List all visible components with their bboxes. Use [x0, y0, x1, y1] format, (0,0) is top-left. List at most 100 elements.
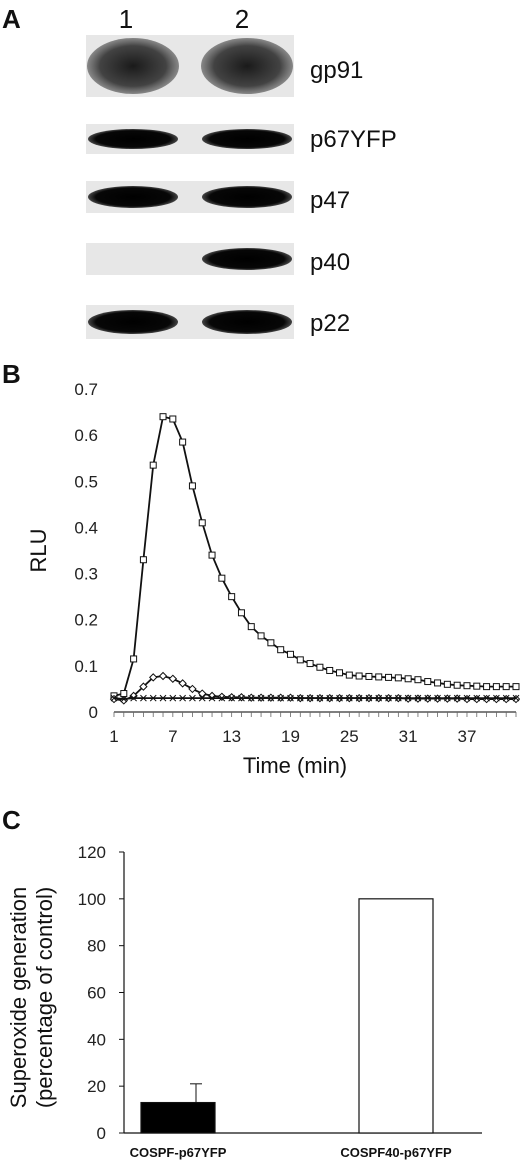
data-point [472, 694, 481, 704]
lane-label-1: 1 [119, 4, 133, 34]
data-point [502, 694, 510, 702]
data-point [424, 678, 432, 686]
data-point [267, 694, 275, 702]
y-tick-label: 20 [87, 1077, 106, 1096]
data-point [414, 676, 422, 684]
bar [358, 898, 434, 1134]
panel-b-letter: B [2, 359, 21, 389]
data-point [375, 673, 383, 681]
y-tick-label: 40 [87, 1030, 106, 1049]
data-point [158, 671, 168, 681]
data-point [188, 684, 197, 694]
data-point [139, 682, 148, 691]
y-tick-label: 100 [78, 890, 106, 909]
blot-label: p47 [310, 187, 350, 214]
data-point [316, 694, 324, 702]
y-axis-title-line2: (percentage of control) [32, 887, 57, 1108]
blot-rows: gp91 p67YFP p47 p40 p22 [86, 35, 397, 339]
blot-band [88, 186, 178, 208]
data-point [140, 694, 147, 702]
data-point [453, 694, 461, 702]
data-point [208, 551, 216, 559]
series-line [113, 697, 516, 700]
data-point [149, 461, 157, 469]
data-point [286, 650, 294, 658]
data-point [385, 673, 393, 681]
data-point [217, 692, 227, 701]
data-point [385, 694, 392, 702]
data-point [492, 683, 500, 691]
data-point [247, 623, 255, 631]
y-tick-label: 0.1 [74, 657, 98, 676]
x-tick-label: 25 [340, 727, 359, 746]
data-point [355, 672, 363, 680]
data-point [120, 695, 128, 703]
data-point [326, 666, 334, 674]
data-point [237, 693, 246, 702]
panel-a: A 1 2 gp91 p67YFP p47 p40 p22 [2, 4, 397, 339]
blot-band [202, 129, 292, 149]
category-label: COSPF40-p67YFP [340, 1145, 452, 1160]
data-point [149, 694, 157, 702]
data-point [463, 682, 471, 690]
data-point [179, 694, 186, 702]
data-point [178, 679, 187, 688]
data-point [473, 694, 481, 702]
panel-c-letter: C [2, 805, 21, 835]
data-point [237, 609, 245, 617]
data-point [443, 680, 451, 688]
x-tick-label: 19 [281, 727, 300, 746]
data-point [424, 694, 432, 702]
data-point [462, 694, 472, 704]
data-point [453, 681, 461, 689]
data-point [188, 482, 196, 490]
bar-chart: 0 20 40 60 80 100 120 Superoxide generation (per… [6, 843, 482, 1160]
blot-band [88, 129, 178, 149]
y-tick-label: 0.5 [74, 472, 98, 491]
data-point [130, 655, 138, 663]
data-point [502, 683, 510, 691]
data-point [287, 694, 294, 702]
data-point [482, 694, 491, 704]
data-point [306, 660, 314, 668]
data-point [355, 694, 363, 702]
data-point [169, 694, 177, 702]
data-point [277, 646, 285, 654]
data-point [345, 694, 353, 702]
data-point [365, 694, 373, 702]
data-point [218, 574, 226, 582]
y-tick-label: 0.2 [74, 611, 98, 630]
data-point [208, 694, 216, 702]
lane-label-2: 2 [235, 4, 249, 34]
data-point [238, 694, 245, 702]
y-tick-label: 0.3 [74, 565, 98, 584]
blot-label: gp91 [310, 57, 363, 84]
data-point [375, 694, 383, 702]
blot-band [201, 38, 293, 94]
data-point [345, 671, 353, 679]
data-point [228, 593, 236, 601]
data-point [483, 694, 490, 702]
data-point [169, 415, 177, 423]
bar [140, 1101, 216, 1134]
data-point [110, 694, 118, 702]
data-point [189, 694, 196, 702]
data-point [511, 694, 520, 704]
data-point [198, 519, 206, 527]
data-point [159, 413, 167, 421]
blot-band [87, 38, 179, 94]
panel-b: B 0 0.1 0.2 0.3 0.4 0.5 0.6 0.7 1 7 13 19 25 31 37 RLU T… [2, 359, 520, 778]
data-point [365, 672, 373, 680]
y-tick-label: 0 [97, 1124, 106, 1143]
data-point [336, 669, 344, 677]
y-axis-title-line1: Superoxide generation [6, 887, 31, 1108]
data-point [492, 694, 501, 704]
data-point [394, 694, 402, 702]
y-tick-label: 120 [78, 843, 106, 862]
data-point [296, 656, 304, 664]
y-tick-label: 0.6 [74, 426, 98, 445]
data-point [228, 694, 236, 702]
x-axis-title: Time (min) [243, 753, 347, 778]
x-tick-label: 31 [399, 727, 418, 746]
y-tick-label: 0.4 [74, 518, 98, 537]
